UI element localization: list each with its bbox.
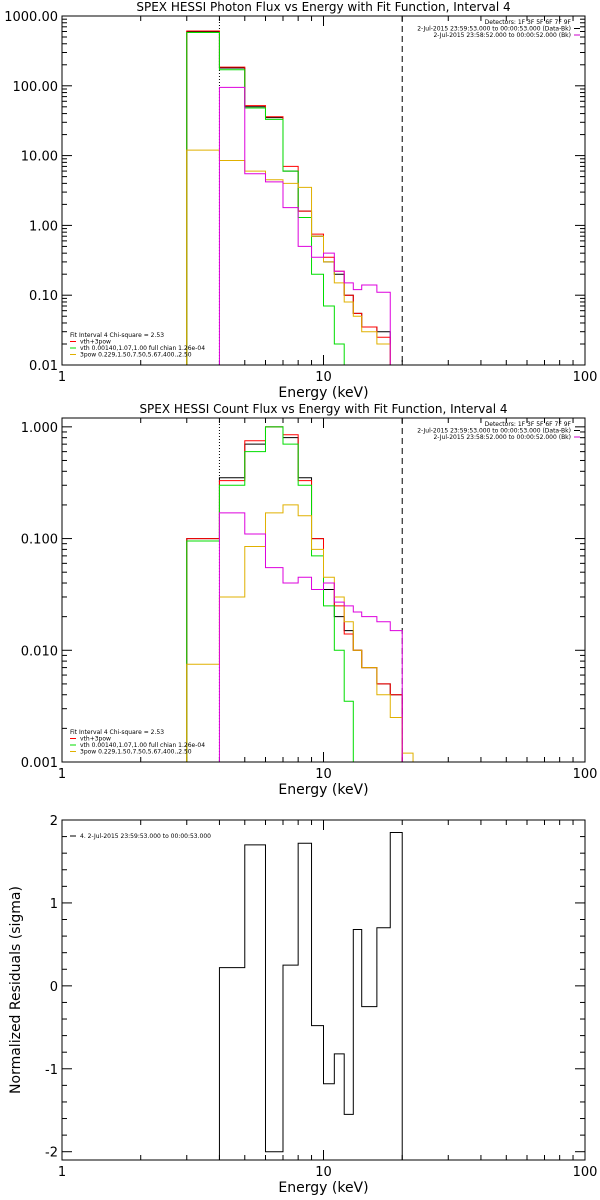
x-tick-label: 10 <box>315 767 332 782</box>
y-tick-label: 10.00 <box>21 150 58 165</box>
x-tick-label: 10 <box>315 370 332 385</box>
series-1-step <box>218 831 403 1160</box>
plot-area <box>218 831 403 1160</box>
x-tick-label: 1 <box>58 370 66 385</box>
y-tick-label: 1000.00 <box>4 10 58 25</box>
series-5-step <box>218 86 391 365</box>
y-tick-label: -2 <box>45 1146 58 1161</box>
legend-item: vth 0.00140,1.07,1.00 full chian 1.26e-0… <box>80 345 205 352</box>
legend-item: 3pow 0.229,1.50,7.50,5.67,400.,2.50 <box>80 749 192 756</box>
plot-frame <box>61 417 586 763</box>
x-tick-label: 10 <box>315 1165 332 1180</box>
series-3-step <box>186 426 362 762</box>
legend-item: vth 0.00140,1.07,1.00 full chian 1.26e-0… <box>80 742 205 749</box>
plot-frame <box>61 15 586 366</box>
y-tick-label: 0 <box>50 980 58 995</box>
legend-item: 3pow 0.229,1.50,7.50,5.67,400.,2.50 <box>80 352 192 359</box>
x-axis-label: Energy (keV) <box>278 782 368 798</box>
x-tick-label: 1 <box>58 1165 66 1180</box>
y-tick-label: 2 <box>50 814 58 829</box>
legend-item: 2-Jul-2015 23:58:52.000 to 00:00:52.000 … <box>433 32 571 39</box>
legend-item: Fit Interval 4 Chi-square = 2.53 <box>70 332 164 339</box>
y-tick-label: 0.10 <box>29 289 58 304</box>
panel-3: 1 10 100 -2 -1 0 1 2 Energy (keV) Normalized Resi… <box>8 814 597 1196</box>
x-axis-label: Energy (keV) <box>278 1180 368 1196</box>
y-tick-label: 1 <box>50 897 58 912</box>
legend-item: 2-Jul-2015 23:59:53.000 to 00:00:53.000 … <box>417 26 571 33</box>
legend-item: Detectors: 1F 3F 5F 6F 7F 9F <box>485 421 572 428</box>
y-tick-label: 0.010 <box>21 644 58 659</box>
x-tick-label: 100 <box>573 370 598 385</box>
x-tick-label: 1 <box>58 767 66 782</box>
y-tick-label: 1.00 <box>29 219 58 234</box>
x-tick-label: 100 <box>573 767 598 782</box>
legend-item: Fit Interval 4 Chi-square = 2.53 <box>70 729 164 736</box>
legend-item: 2-Jul-2015 23:58:52.000 to 00:00:52.000 … <box>433 434 571 441</box>
series-4-step <box>186 504 414 762</box>
y-tick-label: 0.001 <box>21 756 58 771</box>
y-tick-label: 1.000 <box>21 421 58 436</box>
legend-item: vth+3pow <box>80 736 111 743</box>
chart-title: SPEX HESSI Count Flux vs Energy with Fit… <box>139 402 507 416</box>
legend-item: 4. 2-Jul-2015 23:59:53.000 to 00:00:53.0… <box>80 833 211 840</box>
y-tick-label: 0.01 <box>29 359 58 374</box>
legend-item: vth+3pow <box>80 339 111 346</box>
y-tick-label: 0.100 <box>21 533 58 548</box>
plot-frame <box>61 819 586 1161</box>
series-3-step <box>186 32 363 365</box>
chart-title: SPEX HESSI Photon Flux vs Energy with Fi… <box>136 0 510 14</box>
series-2-step <box>186 30 391 365</box>
plot-area <box>186 426 414 762</box>
panel-2: SPEX HESSI Count Flux vs Energy with Fit… <box>21 402 598 798</box>
x-tick-label: 100 <box>573 1165 598 1180</box>
y-tick-label: 100.00 <box>13 80 59 95</box>
plot-area <box>186 30 403 365</box>
legend-item: 2-Jul-2015 23:59:53.000 to 00:00:53.000 … <box>417 428 571 435</box>
y-tick-label: -1 <box>45 1063 58 1078</box>
series-5-step <box>218 512 403 762</box>
x-axis-label: Energy (keV) <box>278 385 368 401</box>
panel-1: SPEX HESSI Photon Flux vs Energy with Fi… <box>4 0 597 401</box>
series-1-step <box>186 30 391 365</box>
legend-item: Detectors: 1F 3F 5F 6F 7F 9F <box>485 19 572 26</box>
y-axis-label: Normalized Residuals (sigma) <box>8 886 24 1094</box>
